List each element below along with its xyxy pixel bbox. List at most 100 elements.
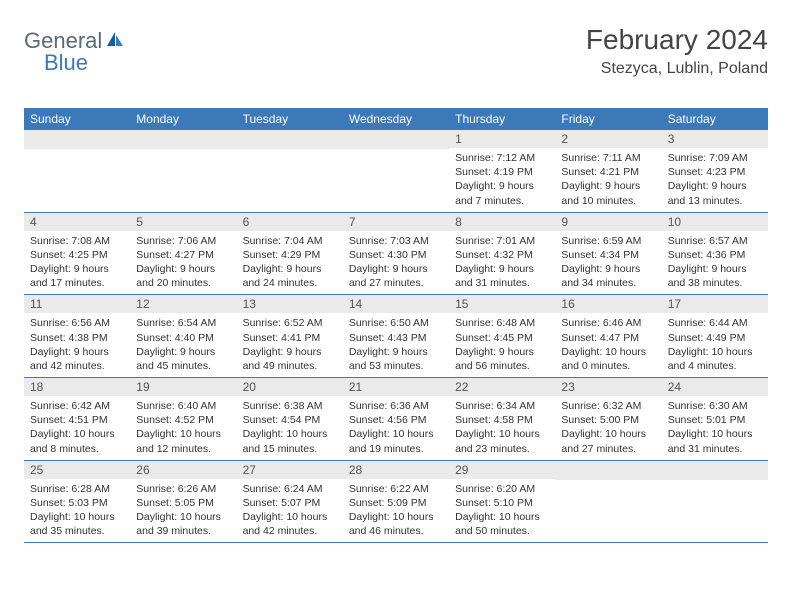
day-number xyxy=(662,461,768,480)
week-row: 18Sunrise: 6:42 AMSunset: 4:51 PMDayligh… xyxy=(24,378,768,461)
day-number: 29 xyxy=(449,461,555,479)
sunset-text: Sunset: 4:27 PM xyxy=(136,248,230,262)
day-cell: 1Sunrise: 7:12 AMSunset: 4:19 PMDaylight… xyxy=(449,130,555,212)
day-cell: 7Sunrise: 7:03 AMSunset: 4:30 PMDaylight… xyxy=(343,213,449,295)
day-header-tuesday: Tuesday xyxy=(237,108,343,130)
day-details: Sunrise: 7:11 AMSunset: 4:21 PMDaylight:… xyxy=(555,148,661,212)
week-row: 4Sunrise: 7:08 AMSunset: 4:25 PMDaylight… xyxy=(24,213,768,296)
brand-name-part2: Blue xyxy=(44,50,88,76)
daylight-text: Daylight: 10 hours and 50 minutes. xyxy=(455,510,549,538)
sunrise-text: Sunrise: 6:59 AM xyxy=(561,234,655,248)
day-details: Sunrise: 6:28 AMSunset: 5:03 PMDaylight:… xyxy=(24,479,130,543)
day-cell: 13Sunrise: 6:52 AMSunset: 4:41 PMDayligh… xyxy=(237,295,343,377)
sunrise-text: Sunrise: 6:36 AM xyxy=(349,399,443,413)
day-number: 3 xyxy=(662,130,768,148)
day-number: 24 xyxy=(662,378,768,396)
sunset-text: Sunset: 5:03 PM xyxy=(30,496,124,510)
daylight-text: Daylight: 9 hours and 13 minutes. xyxy=(668,179,762,207)
day-cell: 21Sunrise: 6:36 AMSunset: 4:56 PMDayligh… xyxy=(343,378,449,460)
sunset-text: Sunset: 4:56 PM xyxy=(349,413,443,427)
sunrise-text: Sunrise: 6:20 AM xyxy=(455,482,549,496)
day-cell: 20Sunrise: 6:38 AMSunset: 4:54 PMDayligh… xyxy=(237,378,343,460)
day-cell: 14Sunrise: 6:50 AMSunset: 4:43 PMDayligh… xyxy=(343,295,449,377)
day-header-thursday: Thursday xyxy=(449,108,555,130)
day-number: 11 xyxy=(24,295,130,313)
sunset-text: Sunset: 4:54 PM xyxy=(243,413,337,427)
sunset-text: Sunset: 4:45 PM xyxy=(455,331,549,345)
sunrise-text: Sunrise: 6:28 AM xyxy=(30,482,124,496)
day-cell xyxy=(24,130,130,212)
day-cell: 11Sunrise: 6:56 AMSunset: 4:38 PMDayligh… xyxy=(24,295,130,377)
sunrise-text: Sunrise: 6:34 AM xyxy=(455,399,549,413)
week-row: 1Sunrise: 7:12 AMSunset: 4:19 PMDaylight… xyxy=(24,130,768,213)
day-number: 26 xyxy=(130,461,236,479)
sunrise-text: Sunrise: 6:26 AM xyxy=(136,482,230,496)
sunset-text: Sunset: 4:40 PM xyxy=(136,331,230,345)
day-number: 2 xyxy=(555,130,661,148)
day-cell: 22Sunrise: 6:34 AMSunset: 4:58 PMDayligh… xyxy=(449,378,555,460)
day-cell: 6Sunrise: 7:04 AMSunset: 4:29 PMDaylight… xyxy=(237,213,343,295)
day-number xyxy=(24,130,130,149)
day-header-wednesday: Wednesday xyxy=(343,108,449,130)
day-cell: 9Sunrise: 6:59 AMSunset: 4:34 PMDaylight… xyxy=(555,213,661,295)
sunrise-text: Sunrise: 7:04 AM xyxy=(243,234,337,248)
day-cell: 29Sunrise: 6:20 AMSunset: 5:10 PMDayligh… xyxy=(449,461,555,543)
daylight-text: Daylight: 9 hours and 7 minutes. xyxy=(455,179,549,207)
daylight-text: Daylight: 9 hours and 31 minutes. xyxy=(455,262,549,290)
day-details: Sunrise: 7:06 AMSunset: 4:27 PMDaylight:… xyxy=(130,231,236,295)
day-details: Sunrise: 6:26 AMSunset: 5:05 PMDaylight:… xyxy=(130,479,236,543)
sunset-text: Sunset: 4:19 PM xyxy=(455,165,549,179)
day-number: 7 xyxy=(343,213,449,231)
day-cell: 12Sunrise: 6:54 AMSunset: 4:40 PMDayligh… xyxy=(130,295,236,377)
sunset-text: Sunset: 4:21 PM xyxy=(561,165,655,179)
sunrise-text: Sunrise: 6:48 AM xyxy=(455,316,549,330)
sunset-text: Sunset: 5:01 PM xyxy=(668,413,762,427)
sunrise-text: Sunrise: 7:06 AM xyxy=(136,234,230,248)
sunrise-text: Sunrise: 6:22 AM xyxy=(349,482,443,496)
daylight-text: Daylight: 9 hours and 53 minutes. xyxy=(349,345,443,373)
day-number: 28 xyxy=(343,461,449,479)
day-details: Sunrise: 6:57 AMSunset: 4:36 PMDaylight:… xyxy=(662,231,768,295)
sunset-text: Sunset: 4:29 PM xyxy=(243,248,337,262)
day-cell: 25Sunrise: 6:28 AMSunset: 5:03 PMDayligh… xyxy=(24,461,130,543)
day-header-friday: Friday xyxy=(555,108,661,130)
daylight-text: Daylight: 9 hours and 49 minutes. xyxy=(243,345,337,373)
day-details: Sunrise: 7:04 AMSunset: 4:29 PMDaylight:… xyxy=(237,231,343,295)
day-details: Sunrise: 6:44 AMSunset: 4:49 PMDaylight:… xyxy=(662,313,768,377)
day-number: 23 xyxy=(555,378,661,396)
daylight-text: Daylight: 10 hours and 27 minutes. xyxy=(561,427,655,455)
day-header-monday: Monday xyxy=(130,108,236,130)
location-text: Stezyca, Lublin, Poland xyxy=(586,60,768,78)
day-details: Sunrise: 7:08 AMSunset: 4:25 PMDaylight:… xyxy=(24,231,130,295)
sunrise-text: Sunrise: 7:03 AM xyxy=(349,234,443,248)
month-title: February 2024 xyxy=(586,24,768,56)
daylight-text: Daylight: 10 hours and 42 minutes. xyxy=(243,510,337,538)
day-details: Sunrise: 6:22 AMSunset: 5:09 PMDaylight:… xyxy=(343,479,449,543)
day-cell: 8Sunrise: 7:01 AMSunset: 4:32 PMDaylight… xyxy=(449,213,555,295)
sunset-text: Sunset: 4:58 PM xyxy=(455,413,549,427)
sunrise-text: Sunrise: 6:40 AM xyxy=(136,399,230,413)
day-number: 5 xyxy=(130,213,236,231)
sunrise-text: Sunrise: 6:56 AM xyxy=(30,316,124,330)
sunset-text: Sunset: 4:47 PM xyxy=(561,331,655,345)
day-cell xyxy=(130,130,236,212)
daylight-text: Daylight: 9 hours and 56 minutes. xyxy=(455,345,549,373)
sunrise-text: Sunrise: 7:08 AM xyxy=(30,234,124,248)
sunrise-text: Sunrise: 6:46 AM xyxy=(561,316,655,330)
day-details: Sunrise: 6:34 AMSunset: 4:58 PMDaylight:… xyxy=(449,396,555,460)
day-details: Sunrise: 6:24 AMSunset: 5:07 PMDaylight:… xyxy=(237,479,343,543)
day-number: 4 xyxy=(24,213,130,231)
day-cell: 19Sunrise: 6:40 AMSunset: 4:52 PMDayligh… xyxy=(130,378,236,460)
daylight-text: Daylight: 9 hours and 24 minutes. xyxy=(243,262,337,290)
daylight-text: Daylight: 9 hours and 10 minutes. xyxy=(561,179,655,207)
sunset-text: Sunset: 4:52 PM xyxy=(136,413,230,427)
day-details: Sunrise: 6:54 AMSunset: 4:40 PMDaylight:… xyxy=(130,313,236,377)
day-number: 27 xyxy=(237,461,343,479)
sunset-text: Sunset: 4:51 PM xyxy=(30,413,124,427)
sunrise-text: Sunrise: 6:57 AM xyxy=(668,234,762,248)
day-details: Sunrise: 6:50 AMSunset: 4:43 PMDaylight:… xyxy=(343,313,449,377)
week-row: 11Sunrise: 6:56 AMSunset: 4:38 PMDayligh… xyxy=(24,295,768,378)
daylight-text: Daylight: 9 hours and 34 minutes. xyxy=(561,262,655,290)
sunrise-text: Sunrise: 6:30 AM xyxy=(668,399,762,413)
daylight-text: Daylight: 10 hours and 8 minutes. xyxy=(30,427,124,455)
